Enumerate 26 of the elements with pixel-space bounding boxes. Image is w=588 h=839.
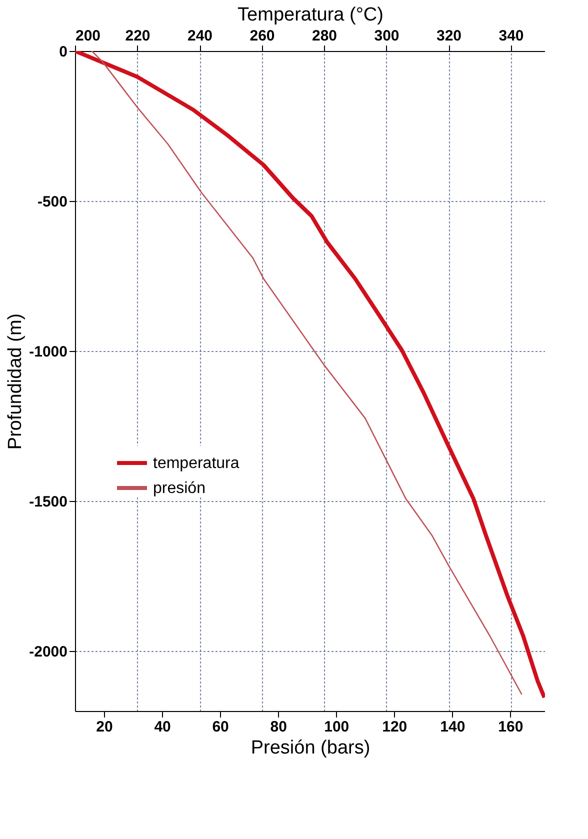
y-tick-label: -500 [37, 194, 68, 210]
x-tick-label: 140 [440, 718, 466, 736]
x2-tick-label: 220 [125, 28, 150, 44]
legend-label: presión [153, 480, 206, 497]
x-tick-label: 80 [270, 718, 287, 736]
legend-label: temperatura [153, 455, 240, 472]
x2-tick-label: 240 [187, 28, 213, 44]
x2-axis-title: Temperatura (°C) [238, 4, 384, 26]
x-tick-label: 20 [96, 718, 113, 736]
x2-tick-label: 280 [312, 28, 338, 44]
y-tick-label: 0 [59, 44, 68, 60]
x-tick-label: 160 [498, 718, 524, 736]
x2-tick-label: 340 [498, 28, 524, 44]
x-axis-title: Presión (bars) [250, 738, 370, 758]
x2-tick-label: 320 [436, 28, 462, 44]
x2-tick-label: 260 [250, 28, 275, 44]
y-tick-label: -1500 [29, 494, 68, 510]
x2-tick-label: 200 [76, 28, 101, 44]
x-tick-label: 40 [154, 718, 171, 736]
x2-tick-label: 300 [374, 28, 400, 44]
x-tick-label: 60 [212, 718, 229, 736]
y-tick-label: -2000 [29, 644, 68, 660]
x-tick-label: 120 [382, 718, 408, 736]
x-tick-label: 100 [324, 718, 350, 736]
y-axis-title: Profundidad (m) [5, 313, 26, 450]
y-tick-label: -1000 [29, 344, 68, 360]
